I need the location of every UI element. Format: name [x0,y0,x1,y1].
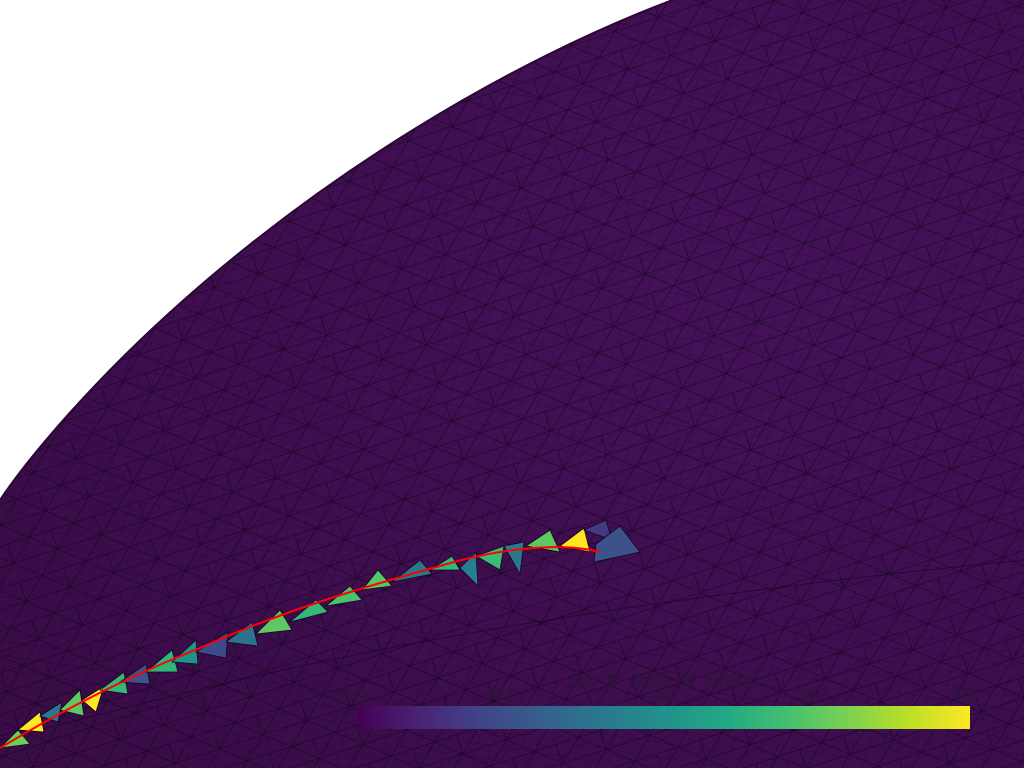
colorbar-tick-4: 276 [952,686,977,703]
colorbar-tick-3: 207 [796,686,821,703]
colorbar-tick-1: 69.0 [488,686,517,703]
colorbar [358,706,970,729]
colorbar-tick-0: 0.00 [337,686,366,703]
colorbar-tick-2: 138 [650,686,675,703]
